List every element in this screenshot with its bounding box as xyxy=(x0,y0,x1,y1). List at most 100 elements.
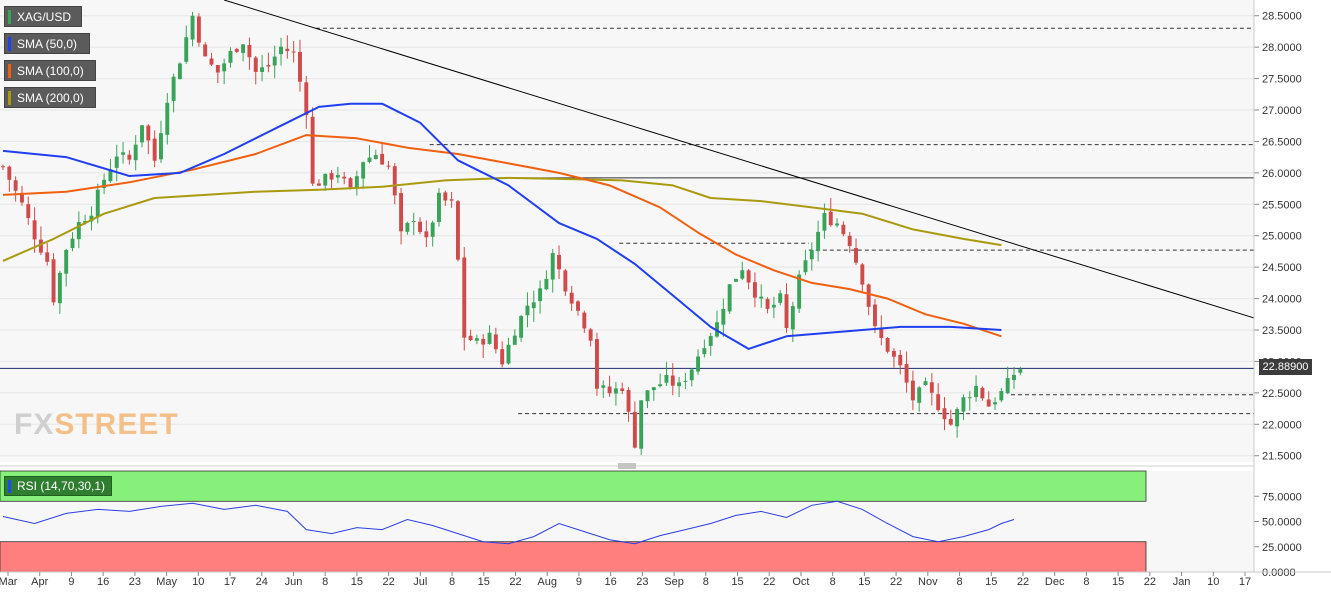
candle-body xyxy=(538,288,543,302)
candle-body xyxy=(778,293,783,303)
x-tick-label: Jul xyxy=(413,576,427,588)
candle-body xyxy=(455,201,460,260)
candle-body xyxy=(70,238,75,249)
candle-body xyxy=(860,264,865,285)
candle-body xyxy=(487,332,492,344)
price-tick-label: 28.5000 xyxy=(1262,11,1302,23)
x-tick-label: Nov xyxy=(918,576,938,588)
candle-body xyxy=(613,388,618,394)
candle-body xyxy=(734,278,738,282)
price-tick-label: 25.0000 xyxy=(1262,231,1302,243)
candle-body xyxy=(209,58,214,65)
candle-body xyxy=(108,169,113,182)
rsi-swatch xyxy=(8,480,11,493)
legend-rsi[interactable]: RSI (14,70,30,1) xyxy=(4,476,112,496)
candle-body xyxy=(348,178,353,188)
candle-body xyxy=(923,381,928,386)
candle-body xyxy=(171,76,176,101)
candle-body xyxy=(1012,374,1016,381)
x-tick-label: 10 xyxy=(192,576,204,588)
candle-body xyxy=(506,344,511,364)
fxstreet-logo: FXSTREET xyxy=(14,408,179,442)
x-tick-label: Jun xyxy=(285,576,303,588)
candle-body xyxy=(967,397,972,399)
candle-body xyxy=(13,180,18,191)
x-tick-label: May xyxy=(156,576,177,588)
candle-body xyxy=(929,382,934,393)
candle-body xyxy=(632,411,637,448)
candle-body xyxy=(974,385,979,398)
candle-body xyxy=(986,399,991,407)
candle-body xyxy=(203,44,208,57)
candle-body xyxy=(898,354,903,366)
candle-body xyxy=(689,369,694,381)
y-axis: 28.5000 28.0000 27.5000 27.0000 26.5000 26.00… xyxy=(1254,11,1302,463)
candle-body xyxy=(639,400,644,449)
candle-body xyxy=(76,221,81,240)
logo-fx: FX xyxy=(14,408,55,441)
x-tick-label: 15 xyxy=(858,576,870,588)
legend-sma50-label: SMA (50,0) xyxy=(17,37,78,51)
candle-body xyxy=(765,299,770,309)
candle-body xyxy=(304,82,309,116)
candle-body xyxy=(342,176,347,179)
x-tick-label: 22 xyxy=(509,576,521,588)
candle-body xyxy=(576,301,580,311)
candle-body xyxy=(7,166,12,180)
price-tick-label: 22.5000 xyxy=(1262,388,1302,400)
candle-body xyxy=(948,418,953,425)
candle-body xyxy=(727,284,732,312)
candle-body xyxy=(361,162,366,179)
sma100-swatch xyxy=(8,64,11,78)
trendline xyxy=(224,0,1255,319)
candle-body xyxy=(683,380,688,382)
x-tick-label: 9 xyxy=(68,576,74,588)
candle-body xyxy=(557,254,562,270)
candle-body xyxy=(563,270,568,292)
legend-symbol[interactable]: XAG/USD xyxy=(4,6,82,27)
panel-resize-handle[interactable] xyxy=(618,463,636,469)
gridlines xyxy=(0,15,1254,457)
candle-body xyxy=(658,384,663,387)
candle-body xyxy=(955,409,960,427)
price-panel-bg xyxy=(0,0,1254,462)
candle-body xyxy=(664,375,669,383)
candle-body xyxy=(329,173,334,180)
candle-body xyxy=(437,192,441,222)
x-tick-label: 15 xyxy=(351,576,363,588)
x-tick-label: 8 xyxy=(1083,576,1089,588)
candle-body xyxy=(279,46,283,55)
x-tick-label: 17 xyxy=(224,576,236,588)
candle-body xyxy=(291,51,296,53)
candle-body xyxy=(133,144,138,161)
candle-body xyxy=(790,306,795,330)
candle-body xyxy=(177,63,182,80)
candle-body xyxy=(835,223,840,226)
candle-body xyxy=(146,125,151,141)
x-tick-label: 10 xyxy=(1207,576,1219,588)
candle-body xyxy=(190,15,195,40)
candle-body xyxy=(531,302,536,309)
candle-body xyxy=(854,247,858,263)
candle-body xyxy=(57,272,62,304)
trendline-group xyxy=(224,0,1255,319)
candle-body xyxy=(127,154,132,160)
x-tick-label: 15 xyxy=(478,576,490,588)
legend-sma50[interactable]: SMA (50,0) xyxy=(4,33,90,54)
candle-body xyxy=(159,133,163,160)
legend-sma100[interactable]: SMA (100,0) xyxy=(4,60,96,81)
legend-sma200[interactable]: SMA (200,0) xyxy=(4,87,96,108)
candle-body xyxy=(942,408,947,420)
candle-body xyxy=(740,270,745,279)
candle-body xyxy=(222,63,227,72)
x-tick-label: 23 xyxy=(129,576,141,588)
candle-body xyxy=(228,50,233,63)
candle-body xyxy=(594,339,599,389)
price-tick-label: 28.0000 xyxy=(1262,42,1302,54)
candle-body xyxy=(392,166,397,196)
sma50-line xyxy=(2,102,1002,350)
candle-body xyxy=(601,385,606,388)
candle-body xyxy=(582,312,587,329)
x-tick-label: 22 xyxy=(763,576,775,588)
